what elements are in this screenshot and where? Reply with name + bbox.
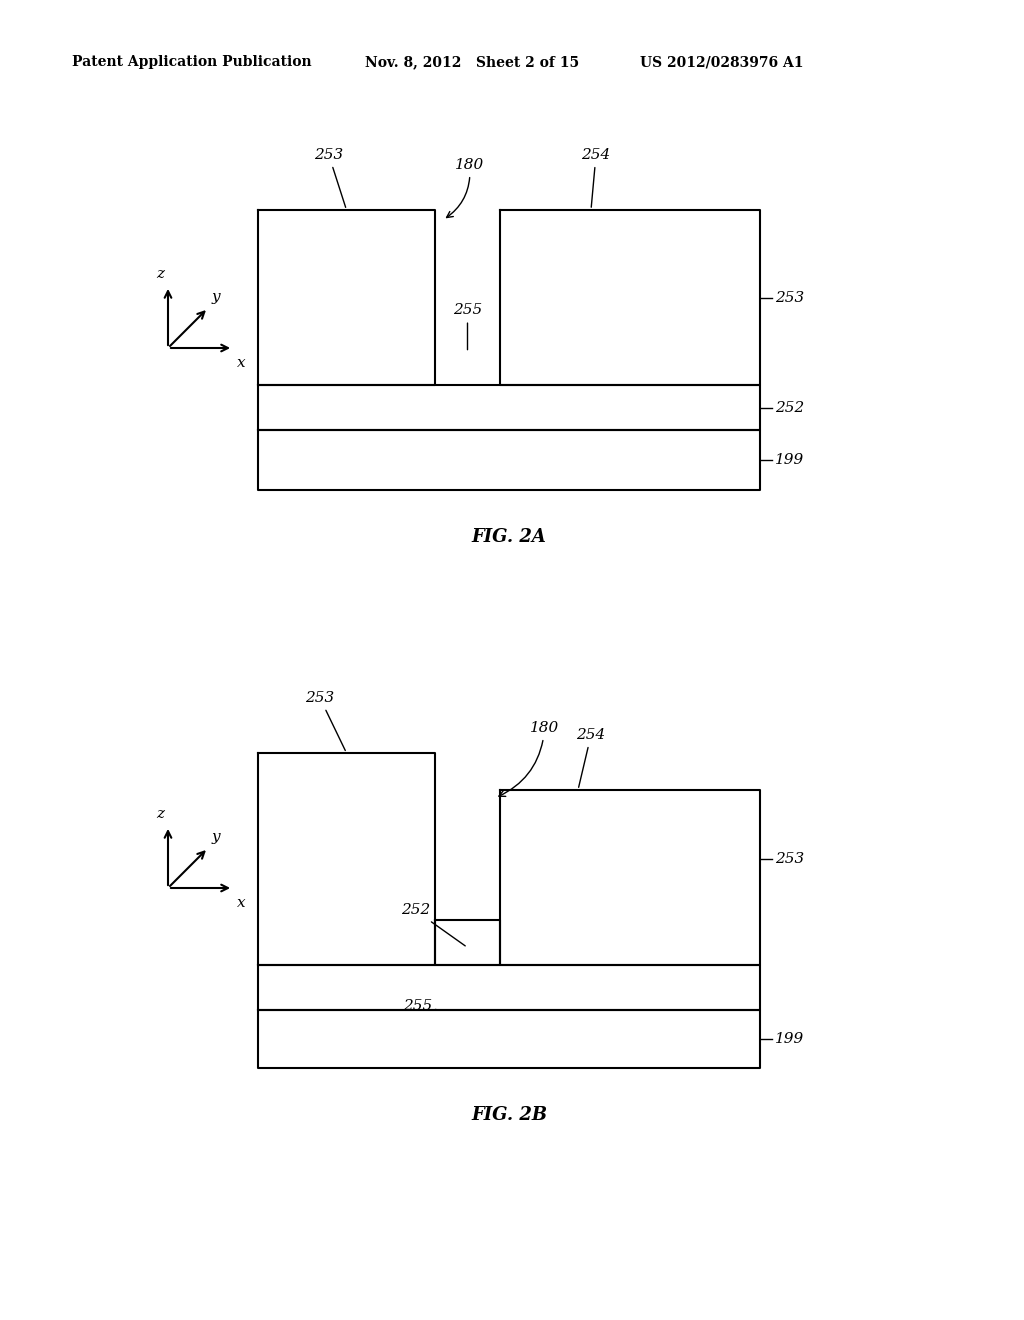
Text: FIG. 2A: FIG. 2A: [472, 528, 547, 546]
Text: 255: 255: [453, 304, 482, 350]
Text: z: z: [156, 267, 164, 281]
Text: x: x: [237, 356, 246, 370]
Text: FIG. 2B: FIG. 2B: [471, 1106, 547, 1125]
Text: 199: 199: [775, 1032, 804, 1045]
Text: 199: 199: [775, 453, 804, 467]
Text: Nov. 8, 2012   Sheet 2 of 15: Nov. 8, 2012 Sheet 2 of 15: [365, 55, 580, 69]
Text: 252: 252: [400, 903, 465, 946]
Text: 180: 180: [446, 158, 484, 218]
Text: 253: 253: [314, 148, 346, 207]
Text: Patent Application Publication: Patent Application Publication: [72, 55, 311, 69]
Text: 253: 253: [775, 851, 804, 866]
Text: y: y: [212, 290, 220, 304]
Text: 254: 254: [582, 148, 610, 207]
Text: 180: 180: [499, 721, 559, 796]
Text: 252: 252: [775, 400, 804, 414]
Text: 255: 255: [403, 998, 438, 1012]
Text: 253: 253: [305, 690, 345, 751]
Text: y: y: [212, 830, 220, 843]
Text: US 2012/0283976 A1: US 2012/0283976 A1: [640, 55, 804, 69]
Text: 254: 254: [577, 729, 605, 787]
Text: z: z: [156, 807, 164, 821]
Text: x: x: [237, 896, 246, 909]
Text: 253: 253: [775, 290, 804, 305]
